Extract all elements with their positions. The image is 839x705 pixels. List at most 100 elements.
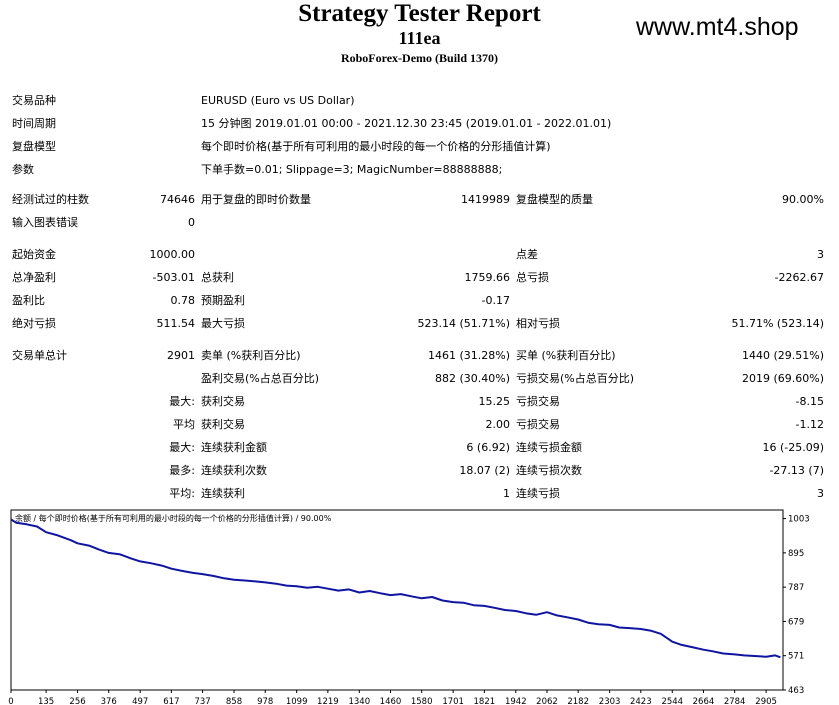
x-tick-label: 2182 — [567, 697, 589, 705]
largest-profit-value: 15.25 — [478, 395, 511, 408]
avg-prefix: 平均: — [169, 487, 195, 500]
net-profit-label: 总净盈利 — [12, 271, 56, 284]
y-tick-label: 679 — [788, 617, 804, 627]
gross-profit-value: 1759.66 — [464, 271, 511, 284]
max-prefix: 最大: — [169, 441, 195, 454]
largest-prefix: 最大: — [169, 395, 195, 408]
x-tick-label: 1821 — [474, 697, 496, 705]
avg-cons-loss-value: 3 — [817, 487, 824, 500]
avg-cons-win-label: 连续获利 — [201, 487, 245, 500]
quality-value: 90.00% — [782, 193, 824, 206]
symbol-label: 交易品种 — [12, 94, 56, 107]
loss-trades-value: 2019 (69.60%) — [741, 372, 824, 385]
cons-loss-amount-label: 连续亏损金额 — [516, 441, 582, 454]
x-tick-label: 2423 — [630, 697, 652, 705]
quality-label: 复盘模型的质量 — [516, 193, 593, 206]
model-value: 每个即时价格(基于所有可利用的最小时段的每一个价格的分形插值计算) — [201, 140, 551, 153]
x-tick-label: 617 — [163, 697, 179, 705]
x-tick-label: 2905 — [755, 697, 777, 705]
x-tick-label: 2303 — [599, 697, 621, 705]
total-trades-value: 2901 — [167, 349, 195, 362]
params-label: 参数 — [12, 163, 34, 176]
gross-loss-value: -2262.67 — [774, 271, 824, 284]
y-tick-label: 571 — [788, 652, 804, 662]
balance-chart: 余额 / 每个即时价格(基于所有可利用的最小时段的每一个价格的分形插值计算) /… — [8, 509, 810, 705]
report-title: Strategy Tester Report — [298, 0, 541, 27]
bars-label: 经测试过的柱数 — [12, 193, 89, 206]
x-tick-label: 2664 — [693, 697, 715, 705]
absolute-drawdown-value: 511.54 — [156, 317, 196, 330]
server-build: RoboForex-Demo (Build 1370) — [340, 51, 499, 65]
avg-loss-value: -1.12 — [795, 418, 824, 431]
x-tick-label: 135 — [38, 697, 54, 705]
relative-drawdown-label: 相对亏损 — [516, 317, 560, 330]
net-profit-value: -503.01 — [152, 271, 195, 284]
x-tick-label: 1340 — [348, 697, 370, 705]
cons-win-amount-label: 连续获利金额 — [201, 441, 267, 454]
deposit-label: 起始资金 — [12, 248, 56, 261]
y-tick-label: 895 — [788, 549, 804, 559]
model-label: 复盘模型 — [12, 140, 56, 153]
mismatch-value: 0 — [188, 216, 195, 229]
gross-profit-label: 总获利 — [201, 271, 234, 284]
x-tick-label: 2062 — [536, 697, 558, 705]
symbol-value: EURUSD (Euro vs US Dollar) — [201, 94, 355, 107]
x-tick-label: 2544 — [661, 697, 683, 705]
absolute-drawdown-label: 绝对亏损 — [12, 317, 56, 330]
x-tick-label: 1942 — [505, 697, 527, 705]
avg-loss-label: 亏损交易 — [516, 418, 560, 431]
x-tick-label: 737 — [194, 697, 210, 705]
loss-trades-label: 亏损交易(%占总百分比) — [516, 372, 635, 385]
long-positions-label: 买单 (%获利百分比) — [516, 349, 616, 362]
params-value: 下单手数=0.01; Slippage=3; MagicNumber=88888… — [201, 163, 503, 176]
mismatch-label: 输入图表错误 — [12, 216, 78, 229]
x-tick-label: 497 — [132, 697, 148, 705]
gross-loss-label: 总亏损 — [516, 271, 549, 284]
profit-trades-label: 盈利交易(%占总百分比) — [201, 372, 320, 385]
x-tick-label: 2784 — [724, 697, 746, 705]
x-tick-label: 256 — [69, 697, 85, 705]
y-tick-label: 1003 — [788, 515, 810, 525]
short-positions-label: 卖单 (%获利百分比) — [201, 349, 301, 362]
cons-loss-count-label: 连续亏损次数 — [516, 464, 582, 477]
cons-win-count-value: 18.07 (2) — [459, 464, 510, 477]
average-prefix: 平均 — [173, 418, 195, 431]
profit-factor-value: 0.78 — [170, 294, 196, 307]
cons-win-amount-value: 6 (6.92) — [466, 441, 510, 454]
x-tick-label: 978 — [257, 697, 273, 705]
avg-cons-win-value: 1 — [503, 487, 510, 500]
ticks-label: 用于复盘的即时价数量 — [201, 193, 311, 206]
x-tick-label: 1701 — [442, 697, 464, 705]
ticks-value: 1419989 — [461, 193, 510, 206]
expected-payoff-label: 预期盈利 — [201, 294, 245, 307]
ea-name: 111ea — [398, 28, 441, 48]
max-drawdown-label: 最大亏损 — [201, 317, 245, 330]
total-trades-label: 交易单总计 — [12, 349, 67, 362]
max-drawdown-value: 523.14 (51.71%) — [417, 317, 510, 330]
period-value: 15 分钟图 2019.01.01 00:00 - 2021.12.30 23:… — [201, 117, 612, 130]
largest-loss-label: 亏损交易 — [516, 395, 560, 408]
x-tick-label: 858 — [226, 697, 242, 705]
cons-loss-amount-value: 16 (-25.09) — [762, 441, 824, 454]
avg-cons-loss-label: 连续亏损 — [516, 487, 560, 500]
y-tick-label: 463 — [788, 686, 804, 696]
largest-loss-value: -8.15 — [795, 395, 824, 408]
x-tick-label: 1099 — [286, 697, 308, 705]
chart-plot-area — [10, 509, 784, 691]
spread-value: 3 — [817, 248, 824, 261]
period-label: 时间周期 — [12, 117, 56, 130]
profit-trades-value: 882 (30.40%) — [434, 372, 510, 385]
expected-payoff-value: -0.17 — [481, 294, 510, 307]
avg-profit-value: 2.00 — [485, 418, 511, 431]
most-prefix: 最多: — [169, 464, 195, 477]
y-tick-label: 787 — [788, 583, 804, 593]
watermark-url: www.mt4.shop — [636, 13, 799, 41]
deposit-value: 1000.00 — [149, 248, 196, 261]
x-tick-label: 1460 — [380, 697, 402, 705]
x-tick-label: 0 — [8, 697, 13, 705]
relative-drawdown-value: 51.71% (523.14) — [731, 317, 824, 330]
cons-loss-count-value: -27.13 (7) — [769, 464, 824, 477]
x-tick-label: 1219 — [317, 697, 339, 705]
x-tick-label: 1580 — [411, 697, 433, 705]
short-positions-value: 1461 (31.28%) — [427, 349, 510, 362]
